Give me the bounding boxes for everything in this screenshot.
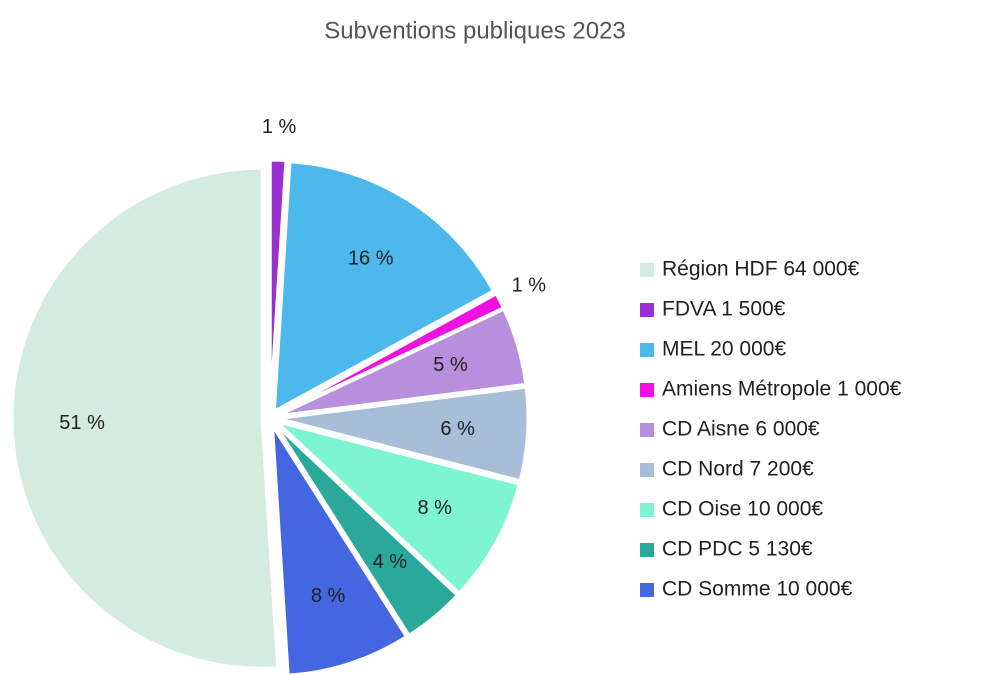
legend-label: Amiens Métropole 1 000€ (662, 378, 902, 401)
legend-label: CD Oise 10 000€ (662, 498, 823, 521)
legend-swatch (640, 263, 654, 277)
legend-swatch (640, 303, 654, 317)
legend-label: CD Somme 10 000€ (662, 578, 853, 601)
chart-title: Subventions publiques 2023 (324, 17, 626, 44)
legend-swatch (640, 503, 654, 517)
legend-swatch (640, 343, 654, 357)
pie-slice (277, 307, 528, 418)
pie-slice (275, 420, 521, 596)
legend-label: MEL 20 000€ (662, 338, 786, 361)
legend-swatch (640, 383, 654, 397)
pie-slice (277, 385, 530, 483)
legend-label: Région HDF 64 000€ (662, 258, 860, 281)
pie-slice (272, 160, 496, 414)
legend-label: FDVA 1 500€ (662, 298, 786, 321)
data-label: 51 % (59, 412, 105, 434)
data-label: 16 % (348, 248, 394, 270)
pie-slice (268, 158, 288, 411)
legend-label: CD Aisne 6 000€ (662, 418, 820, 441)
data-label: 8 % (418, 497, 453, 519)
legend-swatch (640, 423, 654, 437)
data-label: 5 % (433, 354, 468, 376)
data-label: 1 % (512, 274, 547, 296)
legend-swatch (640, 463, 654, 477)
data-label: 6 % (440, 418, 475, 440)
legend-label: CD PDC 5 130€ (662, 538, 813, 561)
pie-slice (10, 166, 280, 670)
data-label: 4 % (373, 551, 408, 573)
data-label: 1 % (262, 116, 297, 138)
data-label: 8 % (311, 585, 346, 607)
legend-label: CD Nord 7 200€ (662, 458, 814, 481)
legend-swatch (640, 543, 654, 557)
legend-swatch (640, 583, 654, 597)
pie-slice (276, 291, 506, 416)
pie-slice (273, 423, 460, 638)
